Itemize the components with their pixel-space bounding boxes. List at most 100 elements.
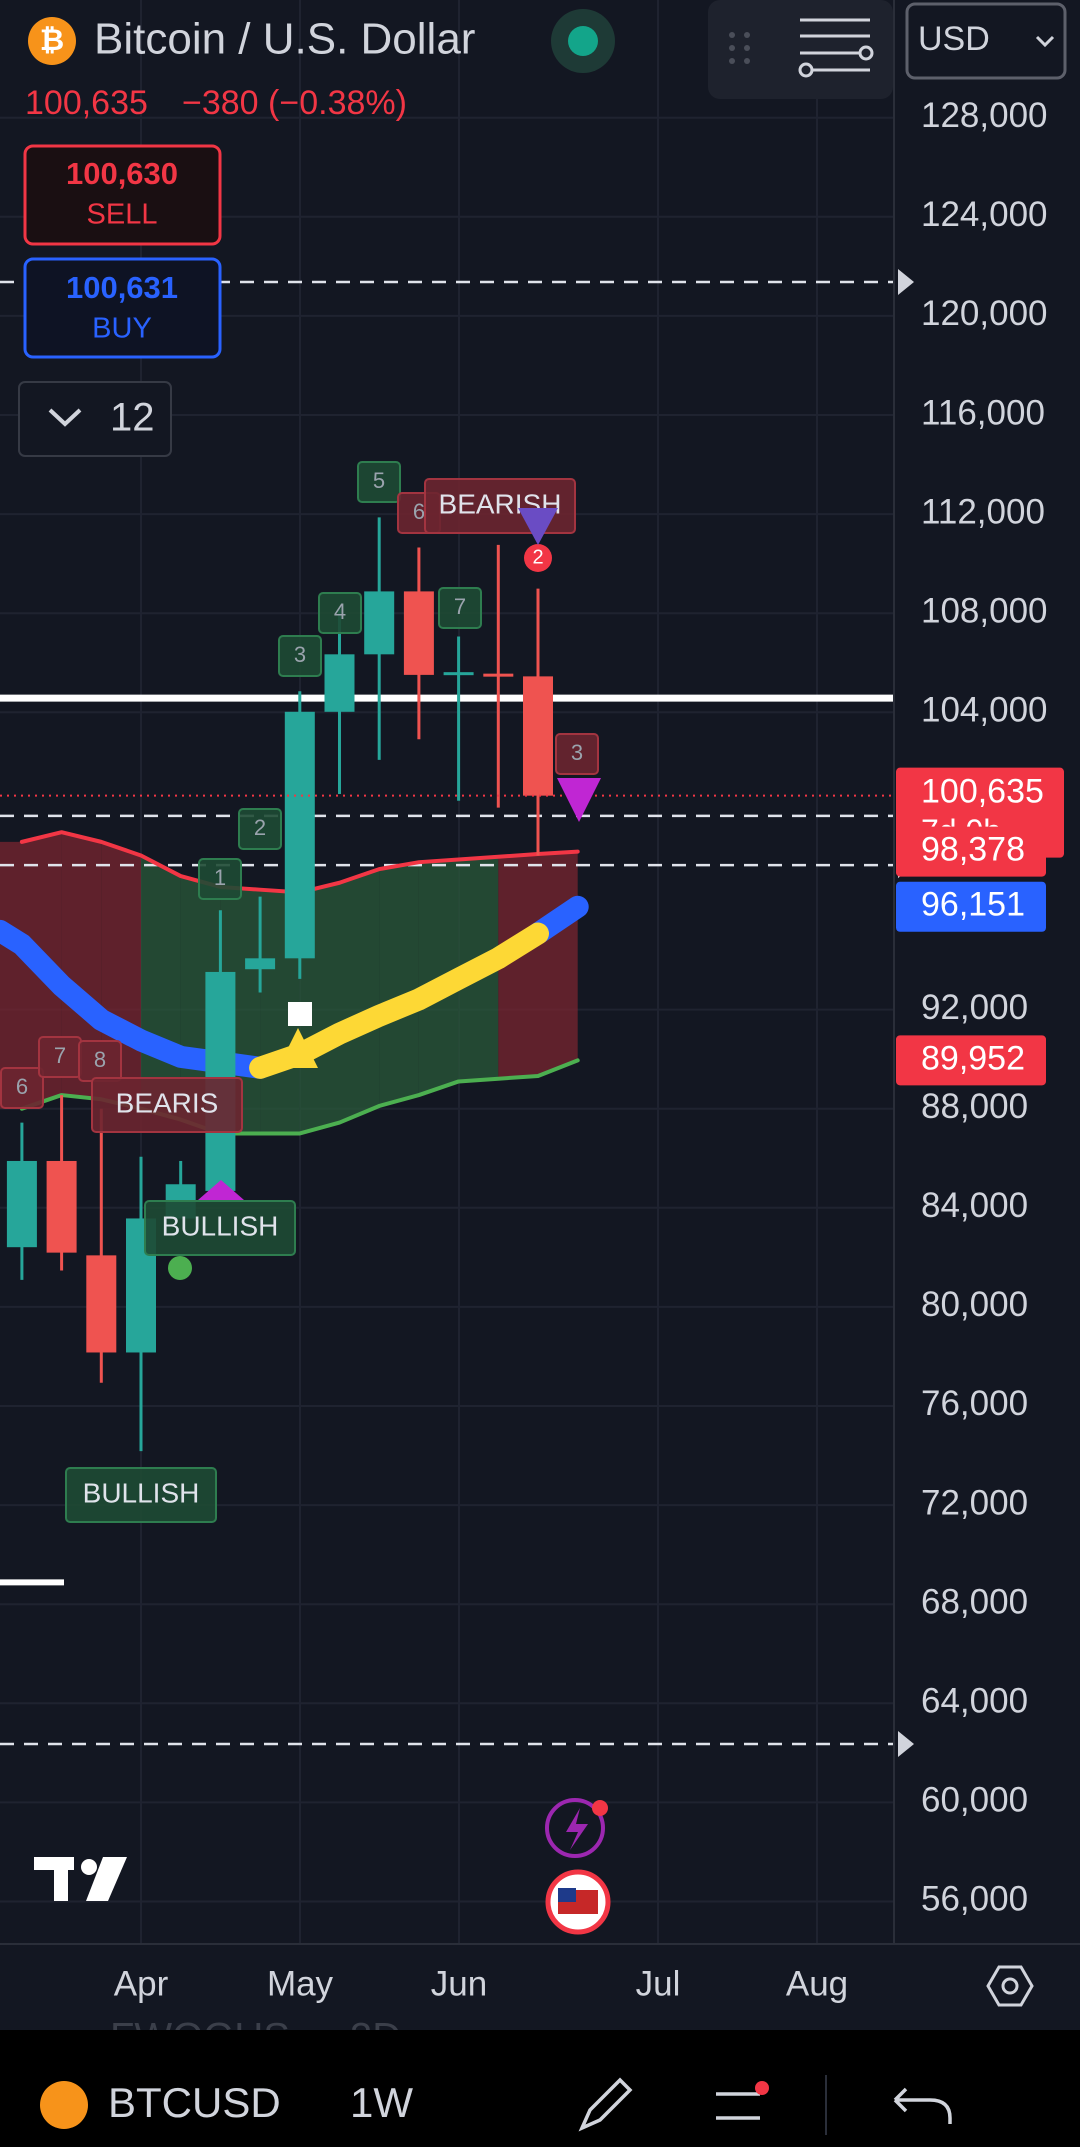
annotation: 7 (54, 1043, 66, 1068)
candle-body (86, 1255, 117, 1353)
y-tick-label: 124,000 (921, 195, 1048, 234)
annotation: BEARIS (116, 1087, 219, 1118)
last-price: 100,635 (25, 84, 148, 122)
layout-panel[interactable] (708, 0, 893, 99)
price-tag (896, 881, 1046, 932)
y-tick-label: 60,000 (921, 1781, 1028, 1820)
candle-body (483, 673, 514, 677)
annotation: 3 (294, 642, 306, 667)
annotation-box (198, 858, 242, 900)
annotation: 7 (454, 594, 466, 619)
price-tag (896, 1035, 1046, 1086)
indicator-icon[interactable] (716, 2092, 760, 2120)
settings-gear-hole (1001, 1977, 1019, 1995)
sell-price: 100,630 (66, 156, 178, 191)
annotation-box (91, 1077, 243, 1133)
currency: USD (918, 20, 990, 58)
annotation-box (555, 733, 599, 775)
annotation: 6 (16, 1074, 28, 1099)
draw-icon[interactable] (578, 2077, 633, 2132)
symbol-icon (40, 2081, 88, 2129)
chevron (1035, 35, 1055, 48)
marker (198, 1180, 244, 1200)
candle-body (245, 958, 276, 970)
x-tick-label: Apr (114, 1964, 169, 2003)
price-tag (896, 826, 1046, 877)
tv-logo (34, 1857, 127, 1901)
y-tick-label: 80,000 (921, 1285, 1028, 1324)
annotation-box (318, 592, 362, 634)
y-tick-label: 64,000 (921, 1682, 1028, 1721)
y-tick-label: 128,000 (921, 96, 1048, 135)
candle-body (284, 711, 315, 959)
x-tick-label: Aug (786, 1964, 848, 2003)
level-arrow (898, 1731, 914, 1758)
sell-label: SELL (87, 199, 158, 231)
buy-label: BUY (92, 313, 152, 345)
y-tick-label: 68,000 (921, 1582, 1028, 1621)
y-tick-label: 84,000 (921, 1186, 1028, 1225)
price-tag-label: 96,151 (921, 886, 1025, 924)
band-zone (498, 854, 538, 1079)
price-tag-label: 89,952 (921, 1039, 1025, 1077)
time-axis (0, 1944, 1080, 2028)
marker (518, 508, 558, 545)
candle-body (403, 591, 434, 675)
annotation: BULLISH (83, 1477, 200, 1508)
y-tick-label: 76,000 (921, 1384, 1028, 1423)
annotation-box (0, 1067, 44, 1109)
bottom-bar (0, 2030, 1080, 2147)
band-zone (339, 869, 380, 1123)
band-zone (538, 851, 578, 1076)
annotation-box (144, 1200, 296, 1256)
status-dot (568, 26, 598, 56)
annotation: 8 (94, 1047, 106, 1072)
price-tag-label: 98,378 (921, 831, 1025, 869)
symbol-icon (28, 17, 76, 65)
y-tick-label: 112,000 (921, 492, 1045, 531)
sell-button[interactable] (23, 144, 222, 246)
footer-interval[interactable]: 1W (350, 2079, 413, 2126)
y-tick-label: 104,000 (921, 691, 1048, 730)
candle-body (6, 1160, 37, 1248)
settings-gear[interactable] (986, 1965, 1034, 2007)
annotation: 6 (413, 499, 425, 524)
marker (168, 1256, 192, 1280)
price-change: −380 (−0.38%) (182, 84, 407, 122)
indicator-count: 12 (110, 396, 155, 440)
buy-price: 100,631 (66, 270, 178, 305)
undo-icon[interactable] (893, 2087, 952, 2124)
footer-symbol[interactable]: BTCUSD (108, 2079, 281, 2126)
y-tick-label: 56,000 (921, 1880, 1028, 1919)
candle-body (364, 591, 395, 655)
buy-button[interactable] (23, 257, 222, 359)
annotation-box (65, 1467, 217, 1523)
currency-select[interactable] (905, 2, 1067, 80)
symbol-icon-glyph: ₿ (40, 24, 64, 57)
y-tick-label: 108,000 (921, 591, 1048, 630)
band-zone (61, 832, 102, 1100)
marker (557, 778, 601, 822)
annotation: 5 (373, 468, 385, 493)
y-tick-label: 116,000 (921, 393, 1045, 432)
alerts-icon[interactable] (545, 1798, 605, 1858)
annotation: 1 (214, 865, 226, 890)
badge (592, 1800, 608, 1816)
annotation-box (357, 461, 401, 503)
symbol-name[interactable]: Bitcoin / U.S. Dollar (94, 15, 475, 64)
candle-body (523, 676, 553, 796)
indicator-toggle[interactable] (18, 381, 172, 457)
indicator-dot (755, 2081, 769, 2095)
band-zone (379, 862, 419, 1106)
candle-body (443, 672, 474, 676)
level-arrow (898, 268, 914, 295)
y-tick-label: 72,000 (921, 1483, 1028, 1522)
settings-icon[interactable] (798, 18, 874, 78)
annotation: 3 (571, 740, 583, 765)
ui: ₿ Bitcoin / U.S. Dollar 100,635 −380 (−0… (18, 0, 1067, 1935)
annotation: 4 (334, 599, 346, 624)
flag-canton (558, 1888, 576, 1902)
